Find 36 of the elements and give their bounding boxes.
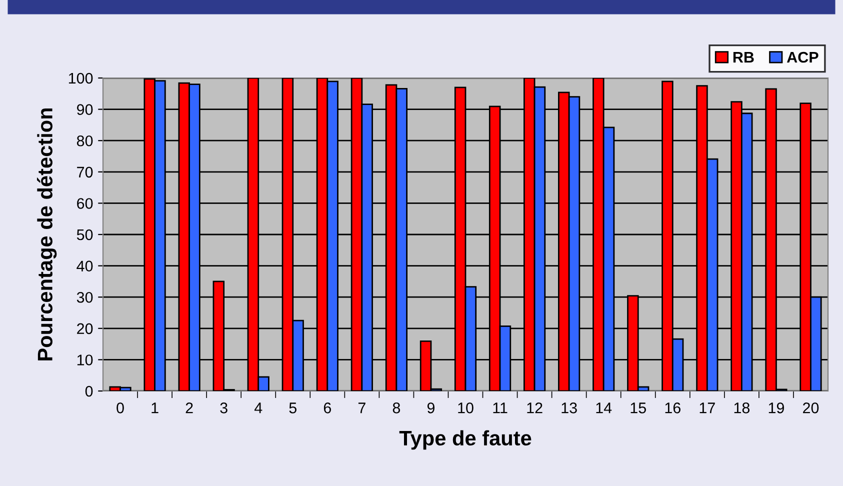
x-tick-label: 10 <box>458 402 474 414</box>
x-tick-label: 20 <box>803 402 819 414</box>
y-tick-label: 60 <box>77 198 93 209</box>
x-tick-label: 19 <box>768 402 784 414</box>
x-tick-label: 1 <box>152 402 158 414</box>
x-tick-label: 9 <box>427 402 434 414</box>
x-tick-label: 14 <box>596 402 612 414</box>
x-axis-title: Type de faute <box>399 430 532 450</box>
y-tick-label: 0 <box>85 386 93 397</box>
x-tick-label: 6 <box>324 402 331 414</box>
x-tick-label: 0 <box>116 402 124 414</box>
y-tick-label: 50 <box>76 229 93 240</box>
y-tick-label: 100 <box>68 72 93 84</box>
y-tick-label: 20 <box>77 323 93 334</box>
x-tick-label: 8 <box>392 402 400 414</box>
x-tick-label: 4 <box>254 402 262 414</box>
y-axis-title: Pourcentage de détection <box>36 108 57 360</box>
y-tick-label: 90 <box>77 104 93 115</box>
x-tick-label: 2 <box>186 402 193 414</box>
y-tick-label: 10 <box>77 354 93 366</box>
y-tick-label: 70 <box>77 166 93 178</box>
y-tick-label: 30 <box>76 292 93 303</box>
x-tick-label: 13 <box>562 402 577 414</box>
x-tick-label: 12 <box>527 402 542 414</box>
x-tick-label: 7 <box>358 402 366 414</box>
y-tick-label: 40 <box>76 260 93 272</box>
x-tick-label: 15 <box>630 402 646 414</box>
legend-label: ACP <box>786 52 818 63</box>
x-tick-label: 17 <box>700 402 715 414</box>
x-tick-label: 5 <box>289 402 296 414</box>
x-tick-label: 16 <box>665 402 680 414</box>
x-tick-label: 11 <box>493 402 508 414</box>
x-tick-label: 18 <box>734 402 750 414</box>
x-tick-label: 3 <box>220 402 228 414</box>
y-tick-label: 80 <box>76 135 93 146</box>
legend-label: RB <box>733 52 754 63</box>
